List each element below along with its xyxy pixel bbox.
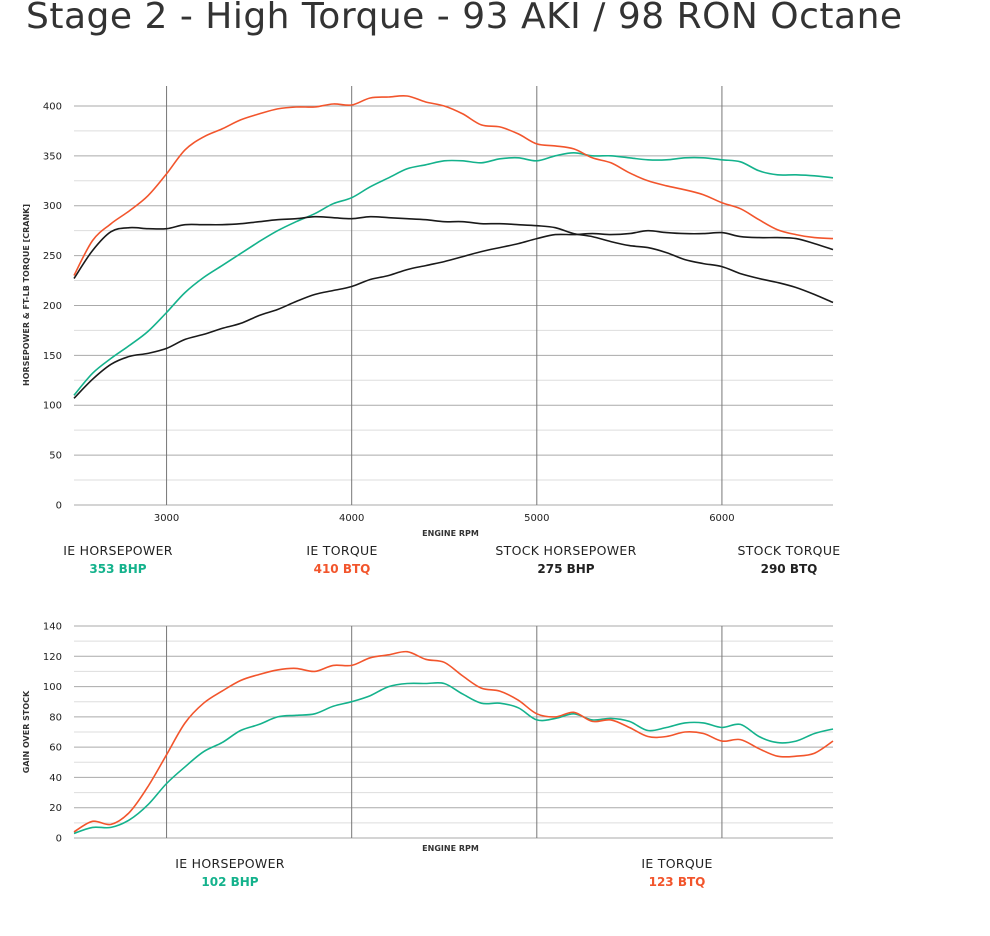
power-y-tick-label: 400 [43, 101, 62, 112]
stat-label: STOCK TORQUE [737, 543, 841, 558]
gain-y-tick-label: 0 [56, 834, 62, 845]
gain-y-tick-label: 100 [43, 682, 62, 693]
gain-x-axis-label: ENGINE RPM [422, 844, 479, 853]
stat-value: 275 BHP [537, 562, 595, 576]
power-x-tick-label: 4000 [339, 513, 364, 524]
stat-label: IE TORQUE [641, 856, 713, 871]
top-stat-ie-torque: IE TORQUE 410 BTQ [252, 543, 432, 576]
stat-value: 123 BTQ [648, 875, 706, 889]
stat-value: 410 BTQ [313, 562, 371, 576]
power-y-tick-label: 250 [43, 251, 62, 262]
gain-series-ie-tq [73, 650, 834, 833]
stat-value: 102 BHP [201, 875, 259, 889]
gain-y-tick-label: 80 [49, 712, 62, 723]
gain-series-ie-hp [73, 681, 834, 835]
power-series-ie-hp [73, 152, 834, 396]
gain-y-tick-label: 60 [49, 743, 62, 754]
stat-label: IE HORSEPOWER [175, 856, 285, 871]
top-stat-stock-horsepower: STOCK HORSEPOWER 275 BHP [476, 543, 656, 576]
power-x-tick-label: 3000 [154, 513, 179, 524]
top-stat-ie-horsepower: IE HORSEPOWER 353 BHP [28, 543, 208, 576]
gain-y-tick-label: 20 [49, 803, 62, 814]
stat-value: 353 BHP [89, 562, 147, 576]
power-y-tick-label: 50 [49, 451, 62, 462]
gain-y-axis-label: GAIN OVER STOCK [22, 690, 31, 773]
page-title: Stage 2 - High Torque - 93 AKI / 98 RON … [26, 0, 903, 37]
power-y-tick-label: 100 [43, 401, 62, 412]
power-y-tick-label: 300 [43, 201, 62, 212]
bottom-stat-ie-torque: IE TORQUE 123 BTQ [587, 856, 767, 889]
stat-label: STOCK HORSEPOWER [495, 543, 637, 558]
power-x-tick-label: 6000 [709, 513, 734, 524]
stat-label: IE TORQUE [306, 543, 378, 558]
power-x-axis-label: ENGINE RPM [422, 529, 479, 538]
gain-y-tick-label: 40 [49, 773, 62, 784]
power-series-stock-tq [73, 215, 834, 304]
gain-y-tick-label: 140 [43, 622, 62, 633]
power-x-tick-label: 5000 [524, 513, 549, 524]
power-series-stock-hp [73, 229, 834, 399]
power-y-tick-label: 0 [56, 501, 62, 512]
power-y-tick-label: 150 [43, 351, 62, 362]
stat-label: IE HORSEPOWER [63, 543, 173, 558]
gain-y-tick-label: 120 [43, 652, 62, 663]
bottom-stat-ie-horsepower: IE HORSEPOWER 102 BHP [140, 856, 320, 889]
power-y-tick-label: 200 [43, 301, 62, 312]
power-series-ie-tq [73, 94, 834, 276]
top-stat-stock-torque: STOCK TORQUE 290 BTQ [699, 543, 879, 576]
power-y-axis-label: HORSEPOWER & FT-LB TORQUE [CRANK] [22, 204, 31, 386]
power-y-tick-label: 350 [43, 151, 62, 162]
stat-value: 290 BTQ [760, 562, 818, 576]
